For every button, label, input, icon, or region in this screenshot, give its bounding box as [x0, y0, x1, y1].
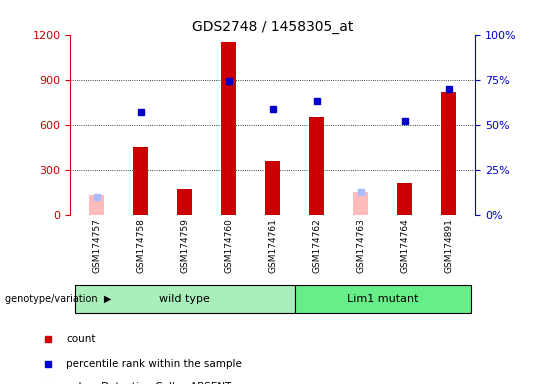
Bar	[353, 211, 368, 215]
Bar	[295, 285, 471, 313]
Bar	[89, 210, 104, 215]
Text: genotype/variation  ▶: genotype/variation ▶	[5, 293, 112, 304]
Bar	[89, 195, 104, 215]
Text: wild type: wild type	[159, 293, 210, 304]
Text: GSM174891: GSM174891	[444, 218, 453, 273]
Text: percentile rank within the sample: percentile rank within the sample	[66, 359, 242, 369]
Text: GSM174759: GSM174759	[180, 218, 189, 273]
Text: GSM174761: GSM174761	[268, 218, 277, 273]
Text: GSM174763: GSM174763	[356, 218, 365, 273]
Bar	[177, 189, 192, 215]
Bar	[353, 192, 368, 215]
Text: count: count	[66, 334, 96, 344]
Title: GDS2748 / 1458305_at: GDS2748 / 1458305_at	[192, 20, 353, 33]
Text: GSM174757: GSM174757	[92, 218, 101, 273]
Bar	[221, 42, 237, 215]
Bar	[75, 285, 295, 313]
Text: GSM174758: GSM174758	[136, 218, 145, 273]
Bar	[133, 147, 149, 215]
Text: value, Detection Call = ABSENT: value, Detection Call = ABSENT	[66, 382, 232, 384]
Text: GSM174760: GSM174760	[224, 218, 233, 273]
Bar	[309, 117, 325, 215]
Text: GSM174764: GSM174764	[400, 218, 409, 273]
Text: GSM174762: GSM174762	[312, 218, 321, 273]
Bar	[397, 184, 413, 215]
Text: Lim1 mutant: Lim1 mutant	[347, 293, 418, 304]
Bar	[265, 161, 280, 215]
Bar	[441, 92, 456, 215]
